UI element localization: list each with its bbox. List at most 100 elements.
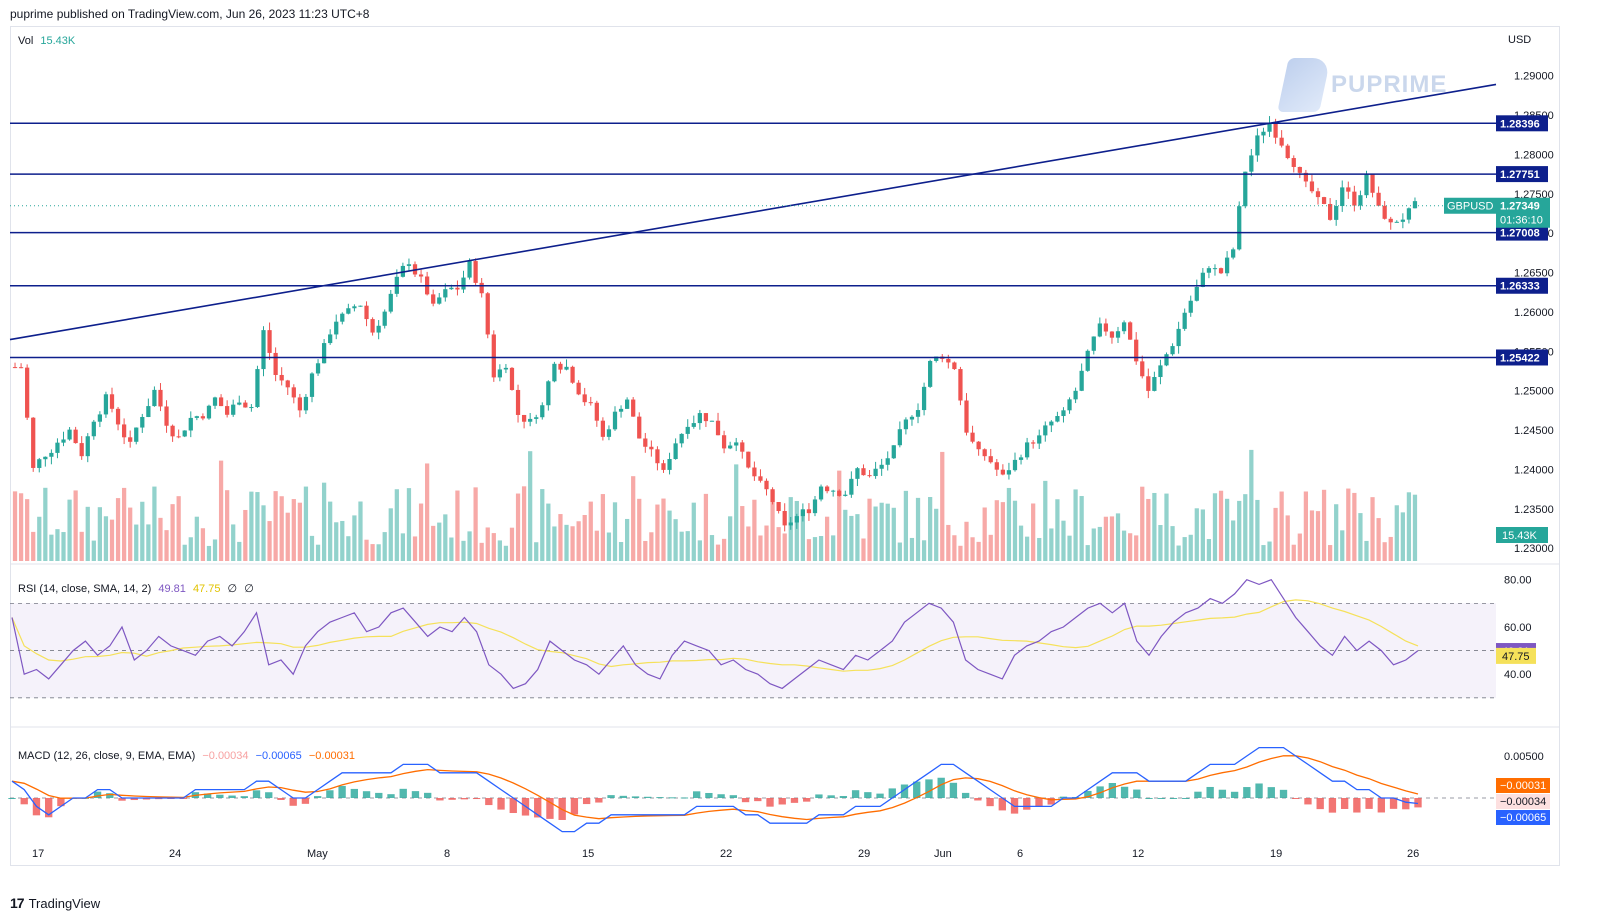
candle-body <box>558 363 563 370</box>
macd-histogram-bar <box>656 797 664 799</box>
candle-body <box>176 436 181 438</box>
macd-histogram-bar <box>301 798 310 804</box>
volume-bar <box>540 489 545 561</box>
volume-bar <box>915 497 921 561</box>
volume-bar <box>364 539 369 561</box>
volume-bar <box>1328 545 1333 561</box>
candle-body <box>1049 421 1054 426</box>
volume-bar <box>218 460 224 561</box>
rsi-tick-label: 80.00 <box>1504 575 1532 587</box>
candle-body <box>1024 442 1030 458</box>
macd-histogram-bar <box>411 791 420 798</box>
volume-bar <box>964 521 969 561</box>
volume-bar <box>849 515 854 561</box>
candle-body <box>61 439 66 443</box>
volume-legend: Vol 15.43K <box>18 35 75 47</box>
macd-histogram-bar <box>216 794 224 798</box>
volume-bar <box>1031 503 1036 561</box>
candle-body <box>1128 322 1133 340</box>
volume-bar <box>297 502 302 561</box>
candle-body <box>909 416 915 420</box>
candle-body <box>97 414 102 422</box>
candle-body <box>1079 370 1084 391</box>
macd-histogram-bar <box>961 792 970 798</box>
volume-bar <box>25 499 30 561</box>
volume-bar <box>673 519 678 561</box>
candle-body <box>1224 257 1230 274</box>
symbol-tag-label: GBPUSD <box>1447 201 1494 213</box>
volume-bar <box>776 527 781 561</box>
volume-bar <box>479 542 484 561</box>
volume-bar <box>267 521 272 561</box>
level-price-label: 1.25422 <box>1500 352 1540 364</box>
candle-body <box>1146 376 1151 391</box>
volume-bar <box>346 536 351 561</box>
volume-bar <box>1097 526 1102 561</box>
candle-body <box>1055 416 1060 422</box>
volume-bar <box>79 531 84 561</box>
candle-body <box>649 446 654 450</box>
candle-body <box>1176 328 1181 347</box>
volume-bar <box>697 540 702 561</box>
macd-histogram-bar <box>1133 789 1141 798</box>
candle-body <box>849 478 854 495</box>
macd-histogram-bar <box>998 798 1006 811</box>
candle-body <box>91 421 96 437</box>
macd-tick-label: 0.00500 <box>1504 751 1544 763</box>
macd-histogram-bar <box>497 798 505 810</box>
volume-bar <box>1346 488 1351 561</box>
currency-label: USD <box>1508 34 1531 46</box>
macd-histogram-bar <box>240 796 248 798</box>
macd-histogram-bar <box>1230 791 1239 798</box>
macd-histogram-bar <box>362 791 371 798</box>
macd-histogram-bar <box>485 798 493 806</box>
candle-body <box>976 441 981 450</box>
candle-body <box>618 408 624 412</box>
candle-body <box>376 325 381 333</box>
candle-body <box>582 394 587 403</box>
candle-body <box>1200 272 1205 287</box>
candle-body <box>594 402 599 421</box>
volume-bar <box>400 533 406 561</box>
candle-body <box>952 362 957 370</box>
volume-bar <box>576 521 581 561</box>
candle-body <box>340 313 345 322</box>
volume-bar <box>358 501 363 561</box>
rsi-legend-rsi: 49.81 <box>158 583 186 595</box>
macd-signal-label: −0.00031 <box>1500 780 1546 792</box>
candle-body <box>1303 172 1309 182</box>
candle-body <box>1212 268 1218 270</box>
level-price-label: 1.28396 <box>1500 118 1540 130</box>
volume-bar <box>1188 534 1193 561</box>
macd-histogram-bar <box>1169 797 1178 799</box>
candle-body <box>879 464 884 469</box>
last-price-label: 1.27349 <box>1500 201 1540 213</box>
level-price-tag <box>1496 277 1548 294</box>
candle-body <box>25 367 30 418</box>
volume-bar <box>528 451 533 561</box>
volume-bar <box>1267 541 1272 561</box>
candle-body <box>1376 192 1381 206</box>
candle-body <box>67 429 72 440</box>
candle-body <box>1285 145 1290 159</box>
candle-body <box>570 366 575 383</box>
volume-bar <box>437 522 442 561</box>
macd-signal-tag <box>1496 778 1550 793</box>
volume-bar <box>1134 535 1139 561</box>
candle-body <box>1364 174 1369 196</box>
tradingview-footer[interactable]: 17 TradingView <box>10 895 100 911</box>
volume-bar <box>1109 516 1115 561</box>
volume-bar <box>970 537 975 561</box>
volume-bar <box>443 514 448 561</box>
volume-bar <box>321 482 327 561</box>
volume-bar <box>1067 535 1072 561</box>
candle-body <box>1255 135 1260 156</box>
macd-histogram-bar <box>509 798 517 814</box>
macd-histogram-bar <box>888 788 896 798</box>
price-tick-label: 1.24000 <box>1514 464 1554 476</box>
candle-body <box>237 402 242 405</box>
time-tick-label: 15 <box>582 848 594 860</box>
volume-bar <box>249 491 254 561</box>
volume-bar <box>55 529 60 561</box>
